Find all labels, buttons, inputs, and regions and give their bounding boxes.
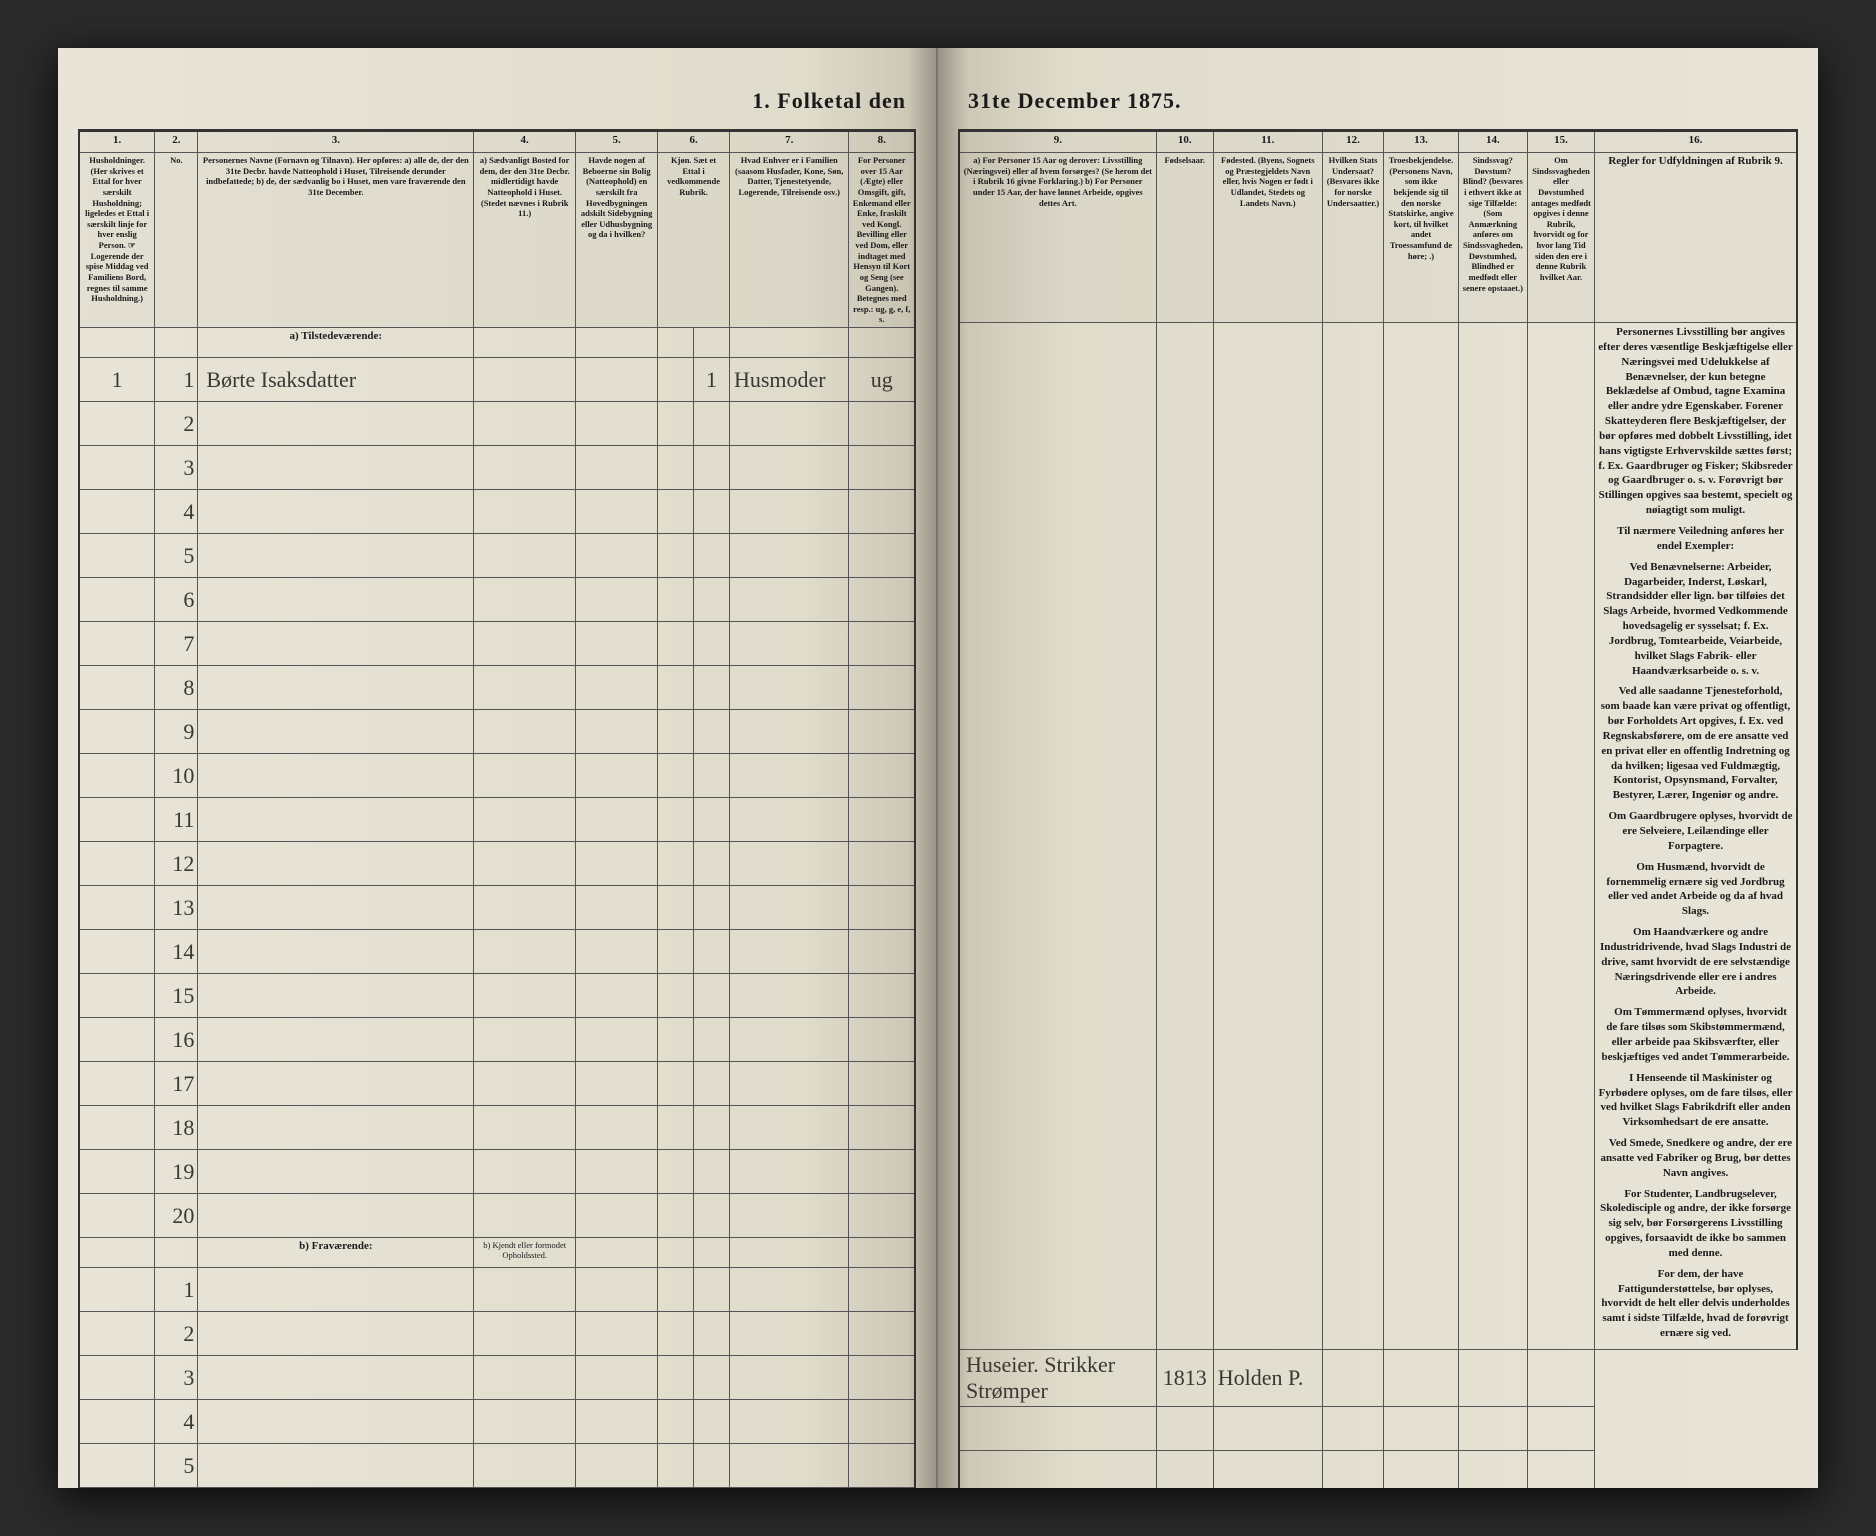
table-row: 2 (79, 1312, 915, 1356)
col-num-14: 14. (1458, 131, 1527, 153)
table-row: 7 (79, 622, 915, 666)
section-a-label: a) Tilstedeværende: (198, 328, 474, 358)
column-number-row-right: 9. 10. 11. 12. 13. 14. 15. 16. (959, 131, 1797, 153)
table-row: 14 (79, 930, 915, 974)
rules-paragraph: Personernes Livsstilling bør angives eft… (1598, 325, 1793, 518)
header-9: a) For Personer 15 Aar og derover: Livss… (959, 153, 1156, 323)
table-row (959, 1407, 1797, 1451)
table-row: 5 (79, 534, 915, 578)
table-row: 3 (79, 446, 915, 490)
page-title-right: 31te December 1875. (958, 88, 1798, 114)
table-row: 4 (79, 1400, 915, 1444)
rules-paragraph: Ved Smede, Snedkere og andre, der ere an… (1598, 1136, 1793, 1181)
section-b-row-left: b) Fraværende: b) Kjendt eller formodet … (79, 1238, 915, 1268)
table-row: 8 (79, 666, 915, 710)
header-16: Regler for Udfyldningen af Rubrik 9. (1595, 153, 1797, 323)
col-num-5: 5. (576, 131, 658, 153)
table-row: 4 (79, 490, 915, 534)
table-row: 12 (79, 842, 915, 886)
census-table-left: 1. 2. 3. 4. 5. 6. 7. 8. Husholdninger. (… (78, 129, 916, 1488)
col-num-1: 1. (79, 131, 155, 153)
census-table-right: 9. 10. 11. 12. 13. 14. 15. 16. a) For Pe… (958, 129, 1798, 1488)
header-1: Husholdninger. (Her skrives et Ettal for… (79, 153, 155, 328)
table-row: 11 (79, 798, 915, 842)
header-row-left: Husholdninger. (Her skrives et Ettal for… (79, 153, 915, 328)
table-row: 6 (79, 1488, 915, 1489)
table-row: Huseier. Strikker Strømper1813Holden P. (959, 1350, 1797, 1407)
col-num-9: 9. (959, 131, 1156, 153)
table-row (959, 1451, 1797, 1489)
column-number-row: 1. 2. 3. 4. 5. 6. 7. 8. (79, 131, 915, 153)
section-b-note: b) Kjendt eller formodet Opholdssted. (474, 1238, 576, 1268)
col-num-7: 7. (729, 131, 849, 153)
header-13: Troesbekjendelse. (Personens Navn, som i… (1384, 153, 1458, 323)
page-spread: 1. Folketal den 1. 2. 3. 4. 5. 6. 7. 8. … (58, 48, 1818, 1488)
rules-text-cell: Personernes Livsstilling bør angives eft… (1595, 323, 1797, 1350)
header-12: Hvilken Stats Undersaat? (Besvares ikke … (1322, 153, 1384, 323)
col-num-11: 11. (1213, 131, 1322, 153)
table-row: 18 (79, 1106, 915, 1150)
col-num-10: 10. (1156, 131, 1213, 153)
header-5: Havde nogen af Beboerne sin Bolig (Natte… (576, 153, 658, 328)
table-row: 3 (79, 1356, 915, 1400)
header-2: No. (155, 153, 198, 328)
rules-paragraph: Om Haandværkere og andre Industridrivend… (1598, 925, 1793, 999)
page-title-left: 1. Folketal den (78, 88, 916, 114)
table-row: 5 (79, 1444, 915, 1488)
col-num-13: 13. (1384, 131, 1458, 153)
table-row: 16 (79, 1018, 915, 1062)
left-page: 1. Folketal den 1. 2. 3. 4. 5. 6. 7. 8. … (58, 48, 938, 1488)
header-4: a) Sædvanligt Bosted for dem, der den 31… (474, 153, 576, 328)
header-row-right: a) For Personer 15 Aar og derover: Livss… (959, 153, 1797, 323)
header-14: Sindssvag? Døvstum? Blind? (besvares i e… (1458, 153, 1527, 323)
section-b-label: b) Fraværende: (198, 1238, 474, 1268)
col-num-3: 3. (198, 131, 474, 153)
table-row: 15 (79, 974, 915, 1018)
table-row: 13 (79, 886, 915, 930)
col-num-12: 12. (1322, 131, 1384, 153)
table-row: 1 (79, 1268, 915, 1312)
col-num-15: 15. (1527, 131, 1594, 153)
table-row: 11Børte Isaksdatter1Husmoderug (79, 358, 915, 402)
table-row: 19 (79, 1150, 915, 1194)
rules-paragraph: Ved alle saadanne Tjenesteforhold, som b… (1598, 684, 1793, 803)
section-a-spacer-right: Personernes Livsstilling bør angives eft… (959, 323, 1797, 1350)
col-num-8: 8. (849, 131, 915, 153)
rules-paragraph: For Studenter, Landbrugselever, Skoledis… (1598, 1187, 1793, 1261)
header-15: Om Sindssvagheden eller Døvstumhed antag… (1527, 153, 1594, 323)
header-6: Kjøn. Sæt et Ettal i vedkommende Rubrik. (658, 153, 730, 328)
table-row: 6 (79, 578, 915, 622)
rules-paragraph: Om Tømmermænd oplyses, hvorvidt de fare … (1598, 1005, 1793, 1064)
rules-paragraph: Om Husmænd, hvorvidt de fornemmelig ernæ… (1598, 860, 1793, 919)
header-7: Hvad Enhver er i Familien (saasom Husfad… (729, 153, 849, 328)
table-row: 2 (79, 402, 915, 446)
rules-paragraph: I Henseende til Maskinister og Fyrbødere… (1598, 1071, 1793, 1130)
book-container: 1. Folketal den 1. 2. 3. 4. 5. 6. 7. 8. … (0, 0, 1876, 1536)
section-a-row: a) Tilstedeværende: (79, 328, 915, 358)
rules-paragraph: For dem, der have Fattigunderstøttelse, … (1598, 1267, 1793, 1341)
table-row: 10 (79, 754, 915, 798)
rules-paragraph: Til nærmere Veiledning anføres her endel… (1598, 524, 1793, 554)
col-num-4: 4. (474, 131, 576, 153)
rules-paragraph: Ved Benævnelserne: Arbeider, Dagarbeider… (1598, 560, 1793, 679)
col-num-2: 2. (155, 131, 198, 153)
header-11: Fødested. (Byens, Sognets og Præstegjeld… (1213, 153, 1322, 323)
table-row: 20 (79, 1194, 915, 1238)
header-8: For Personer over 15 Aar (Ægte) eller Om… (849, 153, 915, 328)
header-10: Fødselsaar. (1156, 153, 1213, 323)
table-row: 9 (79, 710, 915, 754)
col-num-16: 16. (1595, 131, 1797, 153)
right-page: 31te December 1875. 9. 10. 11. 12. 13. 1… (938, 48, 1818, 1488)
col-num-6: 6. (658, 131, 730, 153)
rules-paragraph: Om Gaardbrugere oplyses, hvorvidt de ere… (1598, 809, 1793, 854)
header-3: Personernes Navne (Fornavn og Tilnavn). … (198, 153, 474, 328)
table-row: 17 (79, 1062, 915, 1106)
